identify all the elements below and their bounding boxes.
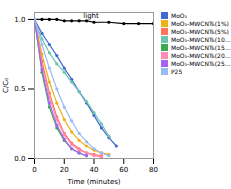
svg-text:C/C₀: C/C₀ [2,78,10,93]
svg-text:1.0: 1.0 [14,16,25,24]
html-text:MoO₃-MWCNTs(1%): MoO₃-MWCNTs(1%) [171,20,229,27]
svg-text:0: 0 [32,166,36,174]
svg-text:80: 80 [149,166,158,174]
svg-text:light: light [83,12,99,20]
svg-text:40: 40 [90,166,99,174]
html-text:P25: P25 [171,68,183,75]
svg-text:20: 20 [60,166,69,174]
svg-text:Time (minutes): Time (minutes) [66,178,120,186]
svg-text:60: 60 [119,166,128,174]
svg-text:0.0: 0.0 [14,155,25,163]
html-text:MoO₃: MoO₃ [171,12,187,19]
html-text:MoO₃-MWCNTs(5%): MoO₃-MWCNTs(5%) [171,28,229,35]
svg-text:0.5: 0.5 [14,85,25,93]
